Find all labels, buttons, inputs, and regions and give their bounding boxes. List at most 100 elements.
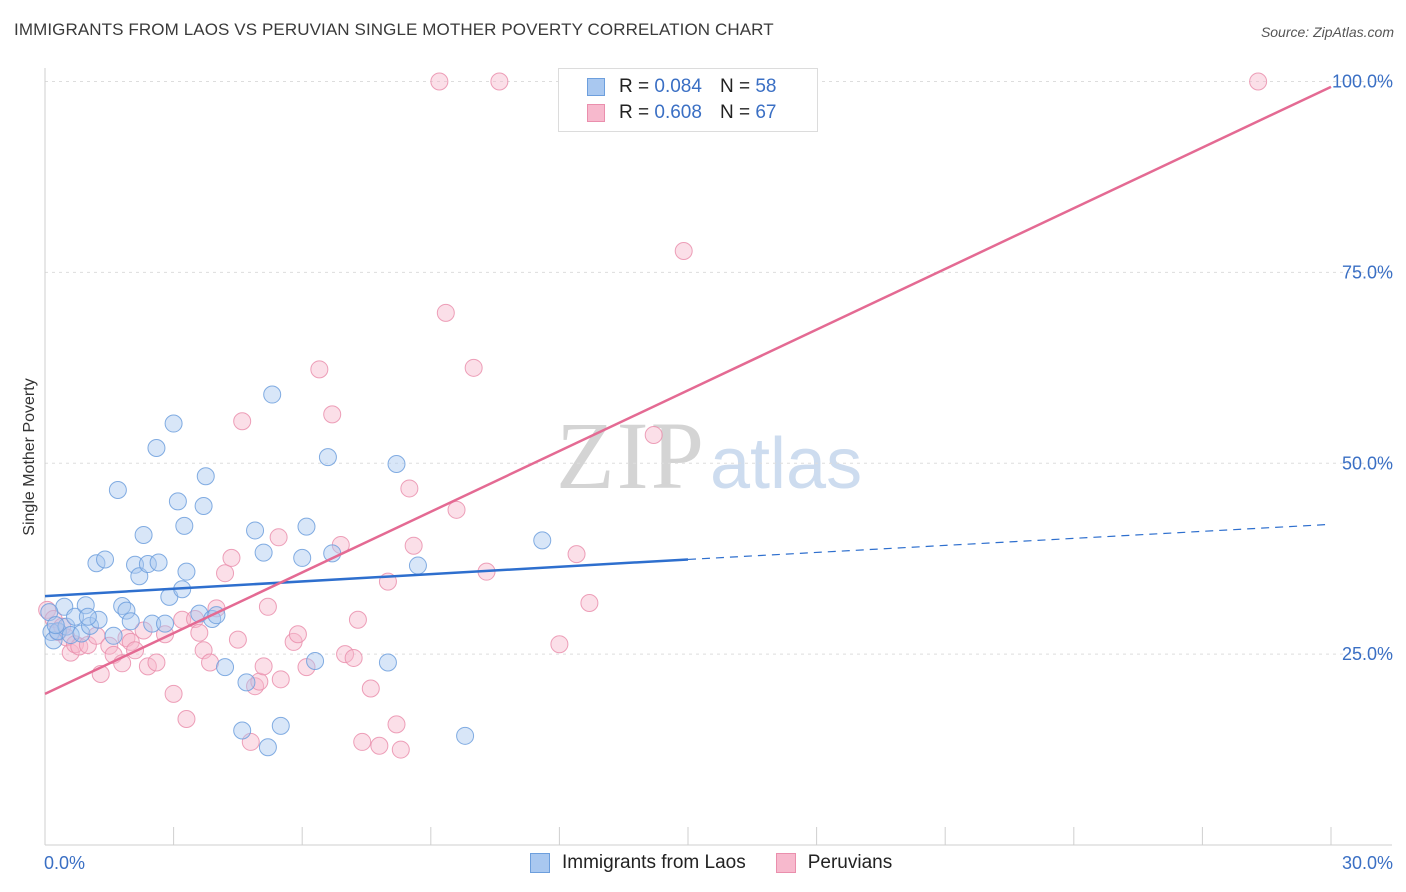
point-laos	[130, 567, 149, 586]
stats-legend: R = 0.084 N = 58 R = 0.608 N = 67	[558, 68, 818, 132]
point-peruvians	[430, 72, 449, 91]
point-peruvians	[190, 623, 209, 642]
point-peruvians	[674, 241, 693, 260]
y-tick-label: 25.0%	[1342, 644, 1393, 664]
point-laos	[76, 596, 95, 615]
legend-r-label: R =	[619, 102, 650, 123]
series-legend: Immigrants from Laos Peruvians	[530, 852, 922, 874]
point-peruvians	[121, 632, 140, 651]
point-peruvians	[147, 653, 166, 672]
point-peruvians	[177, 710, 196, 729]
point-laos	[271, 716, 290, 735]
point-peruvians	[269, 528, 288, 547]
point-peruvians	[567, 545, 586, 564]
point-laos	[104, 626, 123, 645]
point-laos	[408, 556, 427, 575]
point-laos	[96, 550, 115, 569]
point-peruvians	[138, 657, 157, 676]
point-peruvians	[447, 500, 466, 519]
point-laos	[134, 526, 153, 545]
legend-n-label: N =	[719, 76, 751, 97]
legend-label-laos: Immigrants from Laos	[562, 852, 746, 873]
point-peruvians	[1249, 72, 1268, 91]
legend-item-peruvians[interactable]: Peruvians	[775, 852, 893, 874]
point-laos	[89, 610, 108, 629]
legend-item-laos[interactable]: Immigrants from Laos	[530, 852, 746, 874]
legend-label-peruvians: Peruvians	[807, 852, 893, 873]
point-peruvians	[216, 564, 235, 583]
point-peruvians	[228, 630, 247, 649]
point-laos	[194, 497, 213, 516]
point-laos	[196, 467, 215, 486]
point-peruvians	[387, 715, 406, 734]
point-laos	[121, 612, 140, 631]
point-peruvians	[344, 648, 363, 667]
point-laos	[216, 658, 235, 677]
point-peruvians	[391, 740, 410, 759]
legend-r-label: R =	[619, 76, 650, 97]
point-laos	[237, 673, 256, 692]
point-peruvians	[258, 597, 277, 616]
legend-swatch-peruvians	[587, 104, 605, 122]
point-laos	[78, 607, 97, 626]
trendline-laos-extension	[687, 523, 1332, 561]
point-laos	[297, 517, 316, 536]
legend-swatch-laos	[587, 78, 605, 96]
point-peruvians	[323, 405, 342, 424]
point-peruvians	[370, 736, 389, 755]
point-peruvians	[100, 636, 119, 655]
point-laos	[387, 455, 406, 474]
point-peruvians	[353, 732, 372, 751]
point-peruvians	[550, 635, 569, 654]
legend-r-value-peruvians: 0.608	[654, 102, 702, 123]
point-laos	[258, 738, 277, 757]
legend-n-label: N =	[719, 102, 751, 123]
x-tick-label: 30.0%	[1342, 853, 1393, 873]
trendline-peruvians	[44, 85, 1332, 695]
legend-row-laos: R = 0.084 N = 58	[587, 75, 776, 99]
point-peruvians	[254, 657, 273, 676]
point-peruvians	[201, 653, 220, 672]
legend-n-value-peruvians: 67	[755, 102, 777, 123]
point-laos	[168, 492, 187, 511]
point-laos	[318, 448, 337, 467]
point-peruvians	[38, 600, 57, 619]
point-laos	[44, 631, 63, 650]
point-peruvians	[336, 645, 355, 664]
point-peruvians	[310, 360, 329, 379]
legend-n-value-laos: 58	[755, 76, 777, 97]
point-peruvians	[644, 426, 663, 445]
point-laos	[164, 414, 183, 433]
point-laos	[143, 614, 162, 633]
point-peruvians	[250, 672, 269, 691]
point-laos	[87, 554, 106, 573]
legend-row-peruvians: R = 0.608 N = 67	[587, 101, 776, 125]
point-laos	[263, 385, 282, 404]
y-tick-label: 50.0%	[1342, 453, 1393, 473]
point-peruvians	[271, 670, 290, 689]
point-peruvians	[164, 684, 183, 703]
chart-title: IMMIGRANTS FROM LAOS VS PERUVIAN SINGLE …	[14, 20, 774, 39]
point-peruvians	[361, 679, 380, 698]
x-tick-label: 0.0%	[44, 853, 85, 873]
point-peruvians	[348, 610, 367, 629]
point-laos	[147, 438, 166, 457]
point-laos	[126, 555, 145, 574]
point-laos	[246, 521, 265, 540]
point-peruvians	[400, 479, 419, 498]
source-attribution: Source: ZipAtlas.com	[1260, 24, 1394, 40]
point-peruvians	[464, 358, 483, 377]
point-laos	[378, 653, 397, 672]
point-peruvians	[233, 412, 252, 431]
legend-swatch-laos	[530, 853, 550, 873]
point-laos	[149, 553, 168, 572]
legend-r-value-laos: 0.084	[654, 76, 702, 97]
point-laos	[156, 614, 175, 633]
point-peruvians	[404, 536, 423, 555]
trendline-laos	[44, 558, 689, 598]
point-laos	[175, 516, 194, 535]
y-tick-label: 75.0%	[1342, 262, 1393, 282]
point-laos	[233, 721, 252, 740]
point-peruvians	[222, 548, 241, 567]
